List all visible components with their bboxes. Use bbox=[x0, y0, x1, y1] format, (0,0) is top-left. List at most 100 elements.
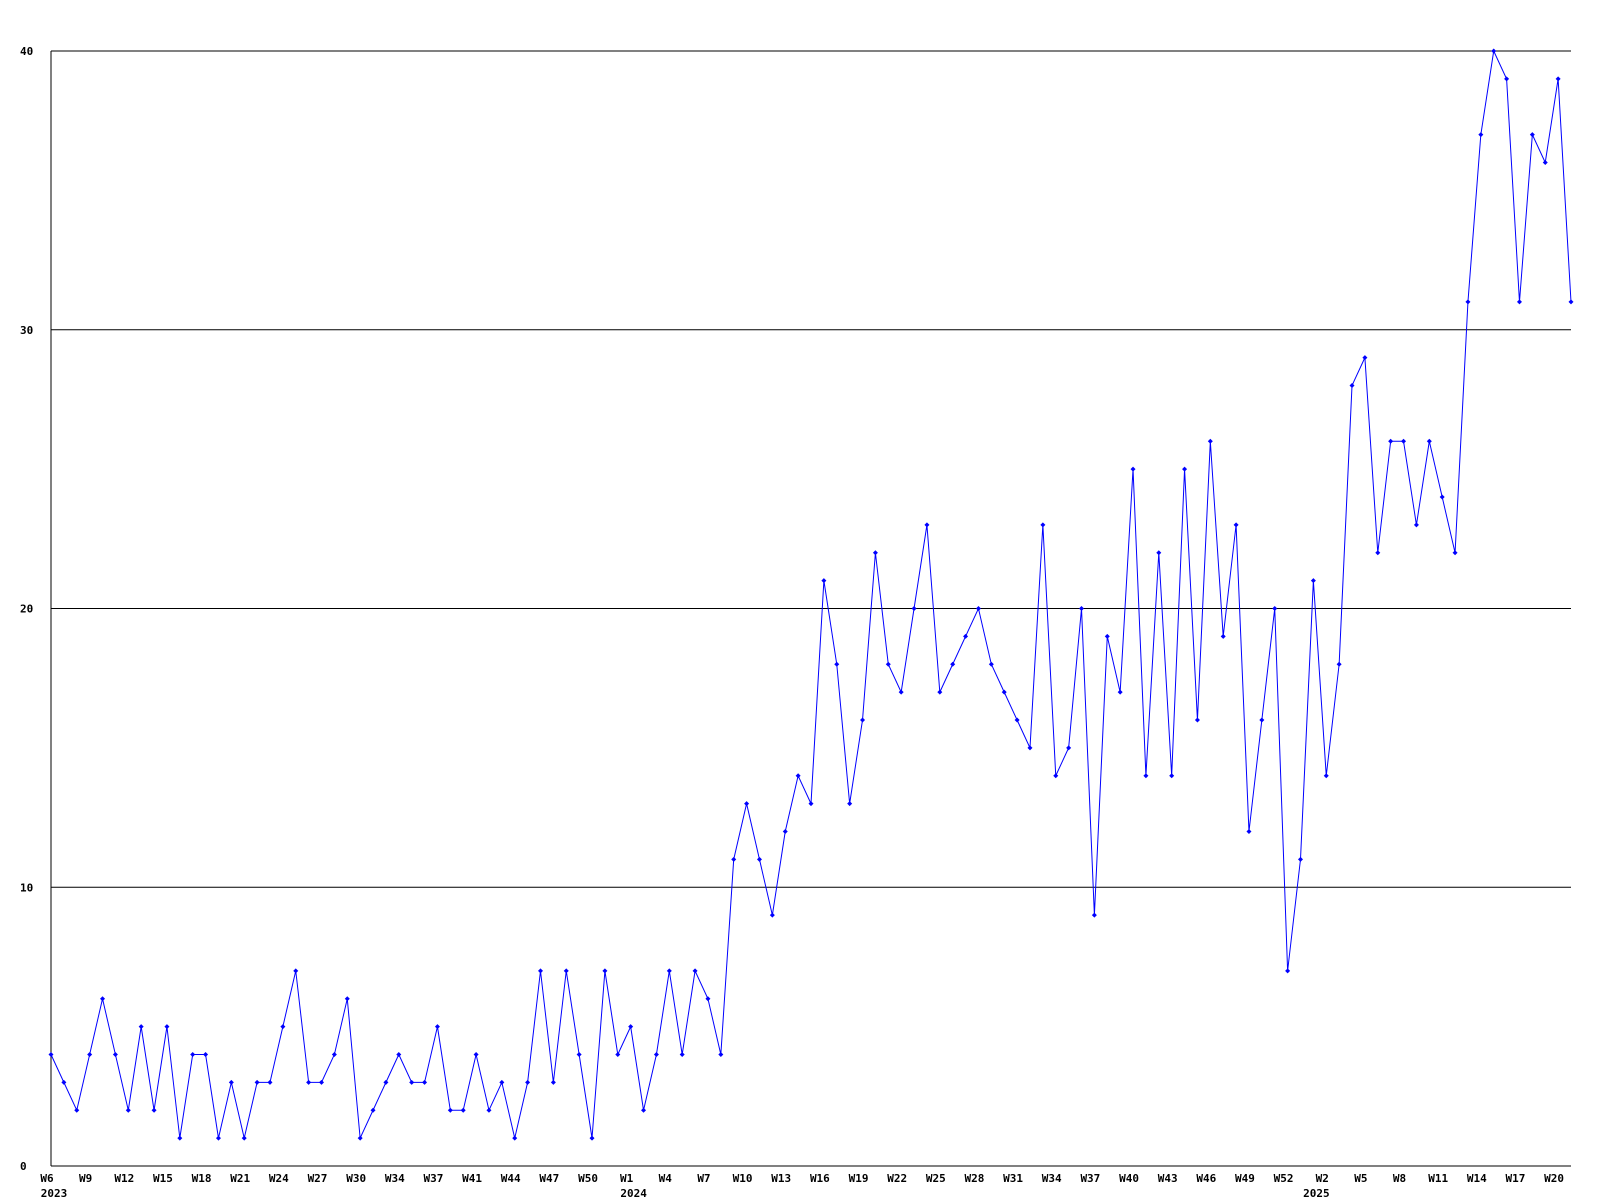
point bbox=[860, 717, 866, 723]
point bbox=[151, 1107, 157, 1113]
point bbox=[1529, 132, 1535, 138]
point bbox=[228, 1079, 234, 1085]
point bbox=[473, 1052, 479, 1057]
x-group-label: 2024 bbox=[620, 1187, 647, 1200]
point bbox=[280, 1024, 286, 1030]
x-tick-label: W47 bbox=[539, 1172, 559, 1185]
point bbox=[434, 1024, 440, 1030]
x-group-label: 2023 bbox=[41, 1187, 68, 1200]
point bbox=[808, 801, 814, 807]
point bbox=[241, 1135, 247, 1141]
point bbox=[1143, 773, 1149, 779]
point bbox=[679, 1052, 685, 1057]
point bbox=[885, 661, 891, 667]
point bbox=[975, 606, 981, 611]
x-tick-label: W12 bbox=[114, 1172, 134, 1185]
point bbox=[692, 968, 698, 974]
point bbox=[357, 1135, 363, 1141]
point bbox=[1104, 633, 1110, 639]
point bbox=[319, 1079, 325, 1085]
x-tick-label: W8 bbox=[1393, 1172, 1406, 1185]
point bbox=[267, 1079, 273, 1085]
point bbox=[847, 801, 853, 807]
x-tick-label: W20 bbox=[1544, 1172, 1564, 1185]
x-tick-label: W25 bbox=[926, 1172, 946, 1185]
point bbox=[1233, 522, 1239, 528]
point bbox=[769, 912, 775, 918]
x-tick-label: W14 bbox=[1467, 1172, 1487, 1185]
point bbox=[731, 856, 737, 862]
y-tick-label: 10 bbox=[20, 881, 33, 894]
point bbox=[138, 1024, 144, 1030]
point bbox=[1014, 717, 1020, 723]
y-tick-label: 0 bbox=[20, 1160, 27, 1173]
x-tick-label: W18 bbox=[192, 1172, 212, 1185]
point bbox=[615, 1052, 621, 1057]
x-tick-label: W13 bbox=[771, 1172, 791, 1185]
point bbox=[1001, 689, 1007, 695]
y-tick-label: 40 bbox=[20, 45, 33, 58]
point bbox=[795, 773, 801, 779]
point bbox=[74, 1107, 80, 1113]
point bbox=[821, 578, 827, 584]
point bbox=[744, 801, 750, 807]
point bbox=[61, 1079, 67, 1085]
x-tick-label: W34 bbox=[385, 1172, 405, 1185]
point bbox=[576, 1052, 582, 1057]
point bbox=[1156, 550, 1162, 556]
point bbox=[1375, 550, 1381, 556]
x-tick-label: W52 bbox=[1274, 1172, 1294, 1185]
point bbox=[1401, 438, 1407, 444]
point bbox=[486, 1107, 492, 1113]
x-tick-label: W34 bbox=[1042, 1172, 1062, 1185]
x-tick-label: W27 bbox=[308, 1172, 328, 1185]
point bbox=[215, 1135, 221, 1141]
x-tick-label: W46 bbox=[1196, 1172, 1216, 1185]
point bbox=[1504, 76, 1510, 82]
x-tick-label: W11 bbox=[1428, 1172, 1448, 1185]
point bbox=[254, 1079, 260, 1085]
x-tick-label: W15 bbox=[153, 1172, 173, 1185]
x-tick-label: W41 bbox=[462, 1172, 482, 1185]
point bbox=[950, 661, 956, 667]
x-tick-label: W50 bbox=[578, 1172, 598, 1185]
point bbox=[963, 633, 969, 639]
point bbox=[1246, 829, 1252, 834]
point bbox=[718, 1052, 724, 1057]
point bbox=[306, 1079, 312, 1085]
x-tick-label: W30 bbox=[346, 1172, 366, 1185]
x-tick-label: W43 bbox=[1158, 1172, 1178, 1185]
point bbox=[756, 856, 762, 862]
x-tick-label: W31 bbox=[1003, 1172, 1023, 1185]
x-tick-label: W10 bbox=[733, 1172, 753, 1185]
point bbox=[666, 968, 672, 974]
y-tick-label: 30 bbox=[20, 324, 33, 337]
point bbox=[422, 1079, 428, 1085]
point bbox=[705, 996, 711, 1002]
point bbox=[537, 968, 543, 974]
x-tick-label: W2 bbox=[1316, 1172, 1329, 1185]
point bbox=[1516, 299, 1522, 305]
point bbox=[293, 968, 299, 974]
x-tick-label: W19 bbox=[849, 1172, 869, 1185]
point bbox=[628, 1024, 634, 1030]
point bbox=[937, 689, 943, 695]
point bbox=[1079, 606, 1085, 611]
point bbox=[911, 606, 917, 611]
point bbox=[834, 661, 840, 667]
point bbox=[1272, 606, 1278, 611]
point bbox=[1555, 76, 1561, 82]
point bbox=[177, 1135, 183, 1141]
point bbox=[499, 1079, 505, 1085]
x-tick-label: W5 bbox=[1354, 1172, 1367, 1185]
point bbox=[1220, 633, 1226, 639]
point bbox=[1542, 160, 1548, 165]
point bbox=[1413, 522, 1419, 528]
point bbox=[190, 1052, 196, 1057]
x-tick-label: W49 bbox=[1235, 1172, 1255, 1185]
point bbox=[48, 1052, 54, 1057]
point bbox=[641, 1107, 647, 1113]
point bbox=[1130, 466, 1136, 472]
point bbox=[125, 1107, 131, 1113]
point bbox=[988, 661, 994, 667]
